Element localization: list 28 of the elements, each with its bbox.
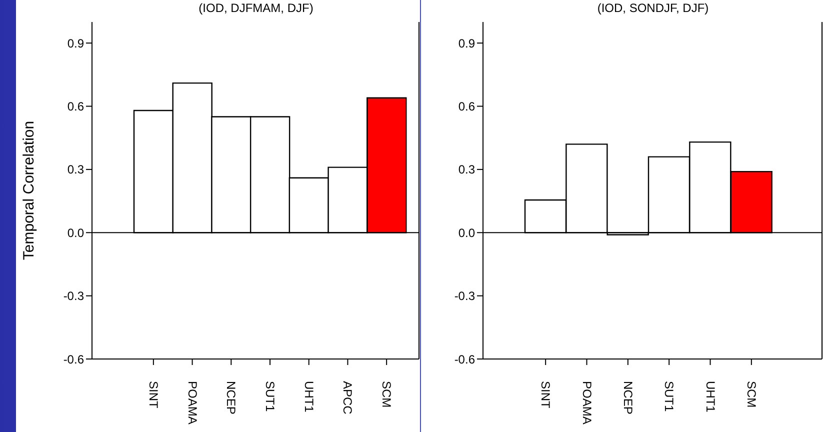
x-tick-label: NCEP <box>620 381 635 414</box>
y-tick-label: 0.3 <box>458 162 476 177</box>
x-tick-label: SCM <box>380 381 394 408</box>
y-tick-label: 0.0 <box>458 226 476 240</box>
y-tick-label: 0.9 <box>67 36 84 50</box>
y-tick-label: 0.6 <box>458 100 476 114</box>
x-tick-label: UHT1 <box>302 381 316 413</box>
x-tick-label: SINT <box>146 381 160 410</box>
x-tick-label: SUT1 <box>662 381 676 412</box>
chart-title: (IOD, SONDJF, DJF) <box>596 0 710 16</box>
y-tick-label: 0.6 <box>67 100 84 114</box>
y-tick-label: 0.0 <box>67 226 84 240</box>
x-tick-label: SUT1 <box>263 381 277 412</box>
y-tick-label: 0.3 <box>67 162 84 177</box>
y-tick-label: -0.3 <box>63 289 84 304</box>
y-tick-label: -0.6 <box>454 352 476 366</box>
chart-title: (IOD, DJFMAM, DJF) <box>198 0 314 16</box>
x-tick-label: SINT <box>538 381 553 410</box>
x-tick-label: SCM <box>744 381 758 408</box>
y-axis-title: Temporal Correlation <box>20 120 38 260</box>
x-tick-label: NCEP <box>224 381 238 414</box>
y-tick-label: -0.6 <box>63 352 84 366</box>
y-tick-label: -0.3 <box>454 289 476 304</box>
y-tick-label: 0.9 <box>458 36 476 50</box>
x-tick-label: APCC <box>340 381 355 415</box>
x-tick-label: POAMA <box>580 381 594 424</box>
x-tick-label: UHT1 <box>703 381 718 413</box>
x-tick-label: POAMA <box>185 381 200 424</box>
